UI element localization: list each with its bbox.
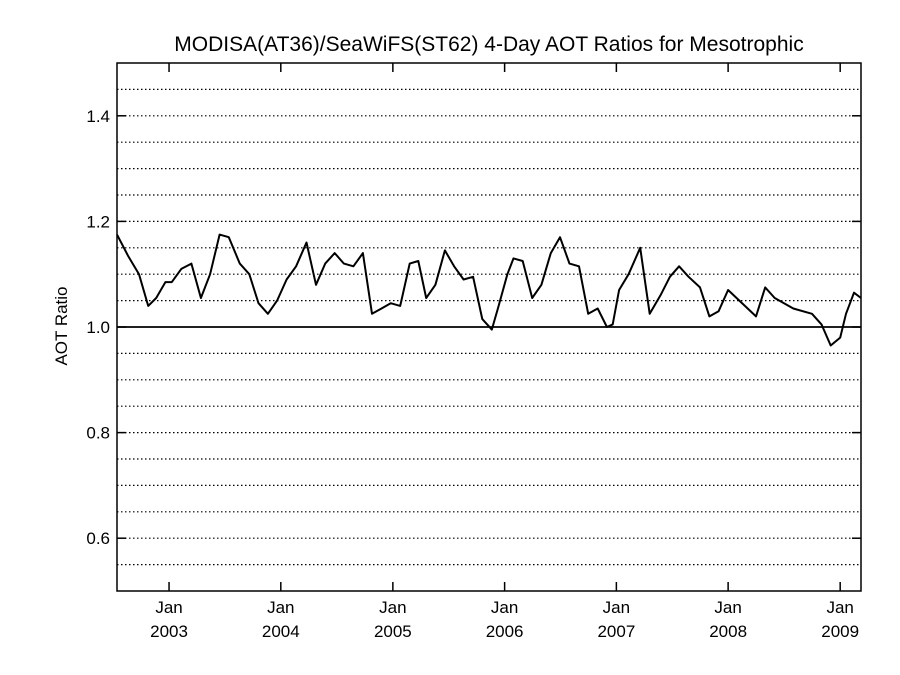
y-tick-label: 1.4 — [86, 107, 110, 126]
x-tick-label-month: Jan — [155, 598, 182, 617]
x-tick-label-month: Jan — [603, 598, 630, 617]
y-tick-label: 0.8 — [86, 424, 110, 443]
x-axis: Jan 2003 Jan 2004 Jan 2005 Jan 2006 Jan 2007 Jan 20… — [150, 63, 859, 641]
x-tick-label-year: 2006 — [486, 622, 524, 641]
x-tick-label-month: Jan — [826, 598, 853, 617]
x-tick-label-month: Jan — [379, 598, 406, 617]
y-tick-label: 1.2 — [86, 212, 110, 231]
x-tick-label-month: Jan — [267, 598, 294, 617]
series-line — [116, 233, 862, 347]
grid-lines — [117, 88, 861, 566]
x-tick-label-year: 2007 — [597, 622, 635, 641]
x-tick-label-month: Jan — [714, 598, 741, 617]
series-group — [116, 233, 862, 347]
x-tick-label-year: 2005 — [374, 622, 412, 641]
x-tick-label-month: Jan — [491, 598, 518, 617]
x-tick-label-year: 2008 — [709, 622, 747, 641]
y-axis-label: AOT Ratio — [52, 286, 71, 365]
y-tick-label: 0.6 — [86, 529, 110, 548]
x-tick-label-year: 2009 — [821, 622, 859, 641]
y-axis: 0.6 0.8 1.0 1.2 1.4 — [86, 107, 861, 548]
x-tick-label-year: 2003 — [150, 622, 188, 641]
x-tick-label-year: 2004 — [262, 622, 300, 641]
y-tick-label: 1.0 — [86, 318, 110, 337]
chart-title: MODISA(AT36)/SeaWiFS(ST62) 4-Day AOT Rat… — [174, 33, 803, 56]
